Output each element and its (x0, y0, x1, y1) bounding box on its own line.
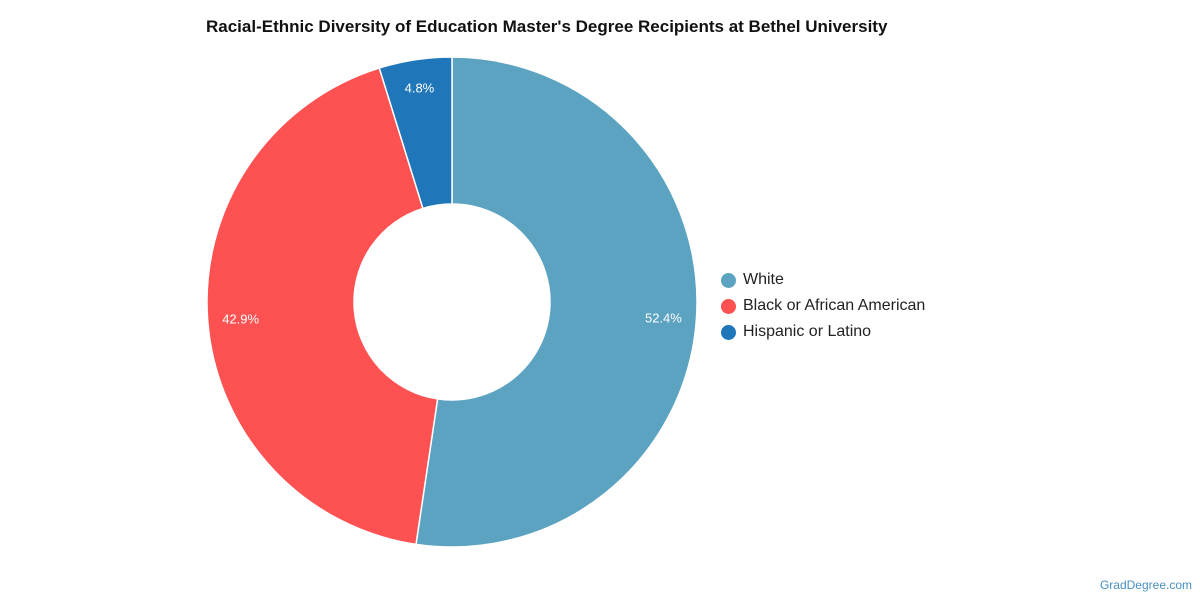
legend-swatch (721, 324, 736, 340)
slice-label-black-or-african-american: 42.9% (222, 311, 259, 326)
slice-label-hispanic-or-latino: 4.8% (405, 80, 435, 95)
legend-item-hispanic-or-latino: Hispanic or Latino (721, 319, 925, 345)
chart-legend: White Black or African American Hispanic o… (721, 267, 925, 345)
slice-hispanic-or-latino (378, 56, 453, 210)
legend-item-black-or-african-american: Black or African American (721, 293, 925, 319)
legend-item-white: White (721, 267, 925, 293)
legend-label: White (743, 271, 784, 288)
chart-title: Racial-Ethnic Diversity of Education Mas… (206, 17, 888, 36)
slice-white (415, 56, 698, 548)
watermark: GradDegree.com (1099, 578, 1192, 592)
legend-label: Hispanic or Latino (743, 323, 872, 340)
legend-swatch (721, 298, 736, 314)
legend-label: Black or African American (743, 297, 926, 314)
slice-black-or-african-american (206, 67, 439, 546)
slice-label-white: 52.4% (645, 311, 682, 326)
legend-swatch (721, 272, 736, 288)
